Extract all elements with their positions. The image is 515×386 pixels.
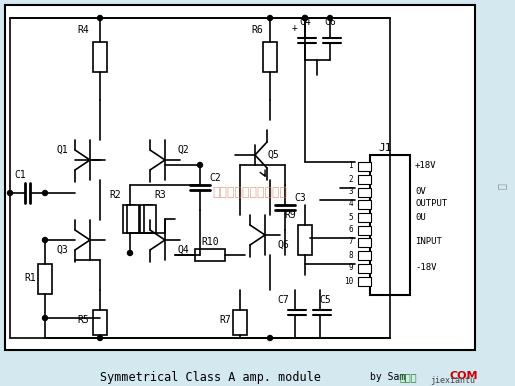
Bar: [5, 5, 475, 350]
Circle shape: [97, 335, 102, 340]
Text: 接: 接: [497, 183, 507, 189]
Circle shape: [43, 237, 47, 242]
Text: +: +: [292, 23, 298, 33]
Circle shape: [328, 15, 333, 20]
Text: 8: 8: [348, 251, 353, 259]
Text: by Sam: by Sam: [370, 372, 405, 382]
Text: R2: R2: [109, 190, 121, 200]
Circle shape: [267, 335, 272, 340]
Text: C5: C5: [319, 295, 331, 305]
Text: OUTPUT: OUTPUT: [415, 200, 447, 208]
Bar: [144, 205, 156, 233]
Text: 1: 1: [348, 161, 353, 171]
Text: Q5: Q5: [267, 150, 279, 160]
Bar: [358, 175, 371, 184]
Text: R9: R9: [284, 210, 296, 220]
Bar: [93, 310, 107, 335]
Bar: [358, 162, 371, 171]
Bar: [370, 155, 410, 295]
Text: 2: 2: [348, 174, 353, 183]
Text: Q2: Q2: [177, 145, 189, 155]
Text: 4: 4: [348, 200, 353, 208]
Text: R6: R6: [251, 25, 263, 35]
Text: 5: 5: [348, 213, 353, 222]
Circle shape: [302, 15, 307, 20]
Text: C4: C4: [299, 17, 311, 27]
Text: 10: 10: [344, 276, 353, 286]
Text: C7: C7: [277, 295, 289, 305]
Circle shape: [128, 251, 132, 256]
Bar: [358, 200, 371, 209]
Bar: [358, 251, 371, 260]
Text: R1: R1: [24, 273, 36, 283]
Text: 9: 9: [348, 264, 353, 273]
Bar: [358, 188, 371, 197]
Text: R4: R4: [77, 25, 89, 35]
Text: Q4: Q4: [177, 245, 189, 255]
Text: J1: J1: [378, 143, 392, 153]
Circle shape: [43, 191, 47, 195]
Circle shape: [197, 163, 202, 168]
Bar: [123, 205, 135, 233]
Bar: [233, 310, 247, 335]
Bar: [195, 249, 225, 261]
Text: 接线图: 接线图: [400, 372, 418, 382]
Text: COM: COM: [450, 371, 478, 381]
Bar: [127, 205, 139, 233]
Text: Q1: Q1: [56, 145, 68, 155]
Text: 6: 6: [348, 225, 353, 235]
Text: C3: C3: [294, 193, 306, 203]
Bar: [38, 264, 52, 294]
Bar: [358, 226, 371, 235]
Bar: [263, 42, 277, 72]
Text: 0V: 0V: [415, 188, 426, 196]
Text: jiexiantu: jiexiantu: [430, 376, 475, 385]
Text: R5: R5: [77, 315, 89, 325]
Circle shape: [43, 315, 47, 320]
Text: 杭州冠睿科技有限公司: 杭州冠睿科技有限公司: [213, 186, 287, 200]
Bar: [358, 264, 371, 273]
Circle shape: [97, 15, 102, 20]
Text: R7: R7: [219, 315, 231, 325]
Text: Q6: Q6: [277, 240, 289, 250]
Bar: [93, 42, 107, 72]
Text: R10: R10: [201, 237, 219, 247]
Text: -18V: -18V: [415, 264, 437, 273]
Text: +18V: +18V: [415, 161, 437, 171]
Text: R3: R3: [154, 190, 166, 200]
Text: Q3: Q3: [56, 245, 68, 255]
Bar: [298, 225, 312, 255]
Text: 3: 3: [348, 188, 353, 196]
Circle shape: [267, 15, 272, 20]
Text: Symmetrical Class A amp. module: Symmetrical Class A amp. module: [99, 371, 320, 384]
Text: INPUT: INPUT: [415, 237, 442, 247]
Circle shape: [302, 15, 307, 20]
Text: C1: C1: [14, 170, 26, 180]
Bar: [5, 368, 475, 386]
Bar: [358, 277, 371, 286]
Bar: [358, 213, 371, 222]
Bar: [140, 205, 152, 233]
Text: 7: 7: [348, 237, 353, 247]
Text: C6: C6: [324, 17, 336, 27]
Circle shape: [8, 191, 12, 195]
Bar: [358, 238, 371, 247]
Text: 0U: 0U: [415, 213, 426, 222]
Text: C2: C2: [209, 173, 221, 183]
